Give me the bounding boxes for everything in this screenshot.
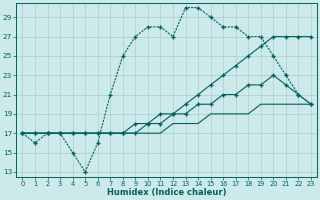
X-axis label: Humidex (Indice chaleur): Humidex (Indice chaleur)	[107, 188, 227, 197]
